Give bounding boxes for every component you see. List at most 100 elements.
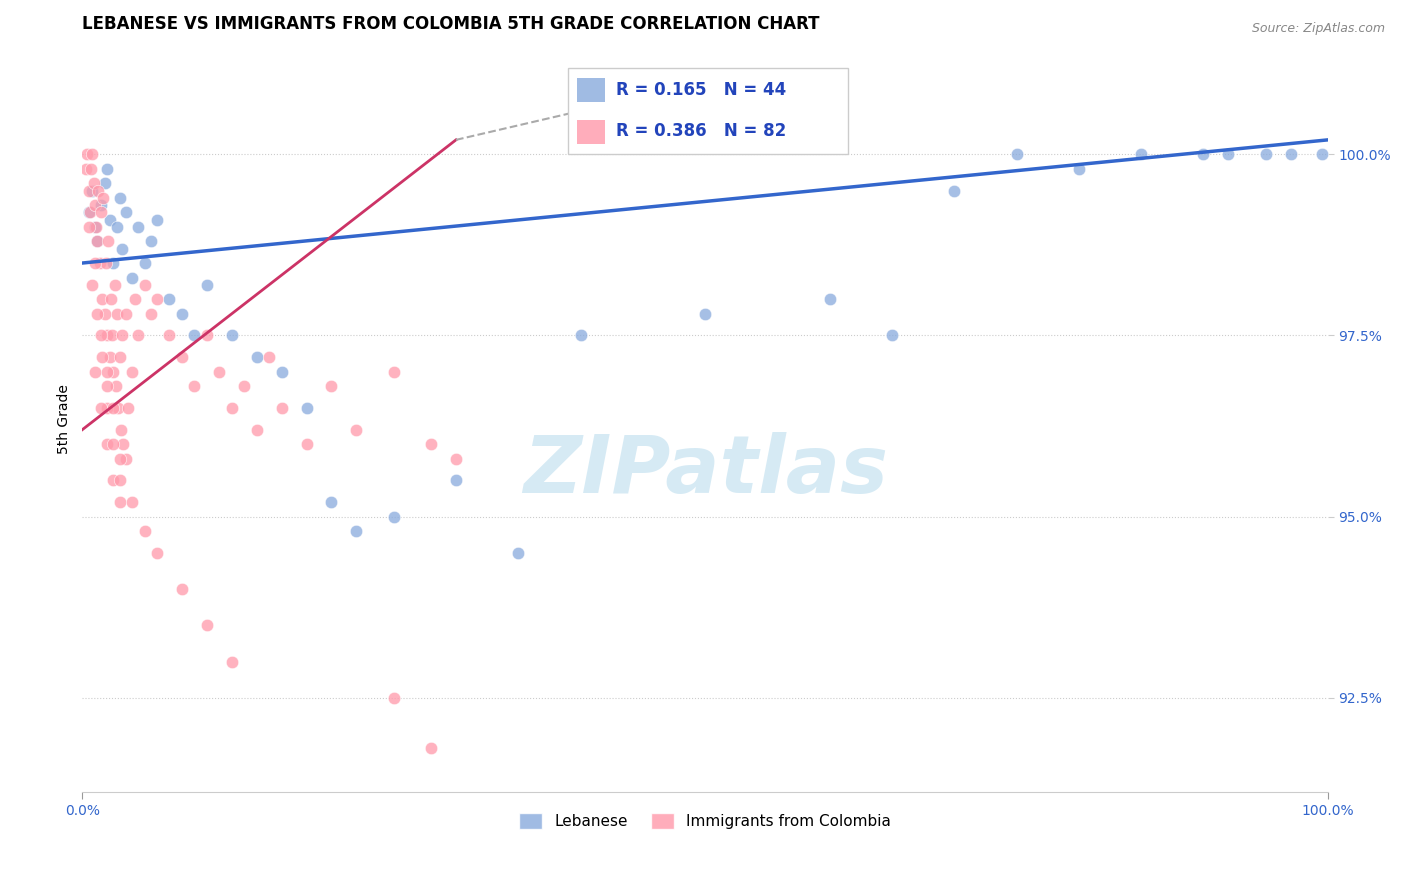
Point (127, 328, 149, 343)
Point (124, 292, 146, 306)
Point (146, 292, 169, 306)
Point (1067, 161, 1090, 176)
Point (112, 437, 135, 451)
Point (295, 401, 318, 415)
Point (183, 328, 205, 343)
Point (103, 256, 125, 270)
Point (943, 184, 966, 198)
Point (1279, 147, 1302, 161)
Point (134, 256, 156, 270)
Point (105, 307, 128, 321)
Point (344, 423, 367, 437)
Point (77, 205, 100, 219)
Point (444, 451, 467, 466)
Point (115, 307, 138, 321)
Point (82, 147, 104, 161)
Point (75, 161, 97, 176)
Point (1130, 147, 1153, 161)
Point (79, 205, 101, 219)
Point (108, 350, 131, 364)
Text: Source: ZipAtlas.com: Source: ZipAtlas.com (1251, 22, 1385, 36)
Point (321, 379, 343, 393)
Point (420, 437, 443, 451)
Point (121, 495, 143, 509)
Point (1192, 147, 1215, 161)
Point (83, 256, 105, 270)
Point (103, 401, 125, 415)
Point (83, 198, 105, 212)
Point (86, 235, 108, 249)
Point (96, 328, 118, 343)
Point (83, 365, 105, 379)
Point (270, 365, 292, 379)
Point (108, 474, 131, 488)
Point (818, 292, 841, 306)
Point (159, 292, 181, 306)
Point (382, 690, 405, 705)
Point (195, 328, 218, 343)
Point (110, 423, 132, 437)
Point (96, 379, 118, 393)
Point (246, 423, 269, 437)
Point (382, 365, 405, 379)
Point (105, 219, 128, 234)
Point (93, 191, 115, 205)
Point (93, 307, 115, 321)
Point (103, 474, 125, 488)
Point (108, 495, 131, 509)
Point (97, 235, 120, 249)
Point (86, 307, 108, 321)
Point (115, 205, 138, 219)
Point (100, 292, 122, 306)
Point (695, 307, 717, 321)
Point (1310, 147, 1333, 161)
Point (90, 205, 112, 219)
Point (104, 379, 127, 393)
Point (90, 328, 112, 343)
Point (233, 379, 256, 393)
Point (195, 618, 218, 632)
Text: LEBANESE VS IMMIGRANTS FROM COLOMBIA 5TH GRADE CORRELATION CHART: LEBANESE VS IMMIGRANTS FROM COLOMBIA 5TH… (83, 15, 820, 33)
Point (139, 307, 162, 321)
Point (115, 451, 138, 466)
Point (221, 401, 243, 415)
Point (270, 401, 292, 415)
Point (98, 350, 121, 364)
Point (111, 242, 134, 256)
Point (121, 365, 143, 379)
Point (117, 401, 139, 415)
Point (246, 350, 269, 364)
Point (146, 546, 169, 560)
Point (90, 198, 112, 212)
Point (139, 235, 162, 249)
Point (98, 212, 121, 227)
Point (104, 277, 127, 292)
Point (87, 184, 110, 198)
Point (170, 307, 193, 321)
Point (121, 270, 143, 285)
Legend: Lebanese, Immigrants from Colombia: Lebanese, Immigrants from Colombia (512, 805, 898, 837)
Point (170, 582, 193, 596)
Point (103, 437, 125, 451)
Point (96, 161, 118, 176)
Point (108, 451, 131, 466)
Point (84, 219, 107, 234)
Point (83, 177, 105, 191)
Text: ZIPatlas: ZIPatlas (523, 432, 887, 510)
Point (569, 328, 592, 343)
Point (96, 401, 118, 415)
Point (170, 350, 193, 364)
Point (127, 219, 149, 234)
Point (96, 437, 118, 451)
Point (103, 365, 125, 379)
Point (77, 219, 100, 234)
Point (420, 741, 443, 756)
Point (321, 495, 343, 509)
Point (89, 256, 111, 270)
Point (108, 191, 131, 205)
Point (444, 474, 467, 488)
Point (134, 277, 156, 292)
Point (82, 277, 104, 292)
Point (159, 328, 181, 343)
Point (1005, 147, 1028, 161)
